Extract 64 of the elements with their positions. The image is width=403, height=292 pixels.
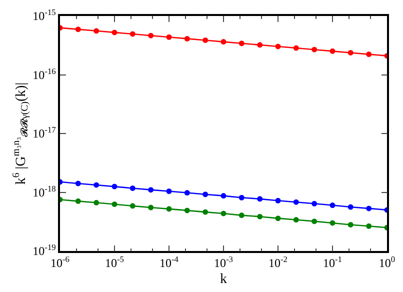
point — [148, 204, 154, 210]
point — [238, 40, 244, 46]
point — [366, 206, 372, 212]
point — [220, 193, 226, 199]
point — [112, 201, 118, 207]
point — [257, 196, 263, 202]
point — [202, 192, 208, 198]
y-tick-label: 10$^{-18}$ — [32, 184, 56, 200]
point — [94, 28, 100, 34]
x-axis-title: k — [220, 272, 227, 287]
point — [220, 210, 226, 216]
point — [94, 200, 100, 206]
point — [312, 200, 318, 206]
point — [275, 216, 281, 222]
point — [94, 182, 100, 188]
line-series — [60, 179, 387, 213]
y-tick-label: 10$^{-17}$ — [32, 126, 56, 141]
x-tick-label: 10$^{-4}$ — [160, 255, 180, 270]
point — [348, 204, 354, 210]
point — [75, 26, 81, 32]
x-tick-label: 10$^{-3}$ — [214, 255, 233, 270]
point — [330, 202, 336, 208]
point — [202, 209, 208, 215]
point — [312, 46, 318, 52]
point — [184, 190, 190, 196]
point — [275, 198, 281, 204]
point — [312, 218, 318, 224]
point — [148, 187, 154, 193]
point — [202, 37, 208, 43]
point — [293, 45, 299, 51]
point — [293, 199, 299, 205]
point — [112, 30, 118, 36]
point — [330, 220, 336, 226]
y-tick-label: 10$^{-15}$ — [32, 8, 56, 24]
point — [220, 39, 226, 45]
point — [238, 194, 244, 200]
point — [275, 44, 281, 50]
x-tick-label: 10$^{-5}$ — [105, 255, 124, 270]
point — [257, 42, 263, 48]
point — [166, 34, 172, 40]
line-series — [60, 196, 387, 230]
y-tick-label: 10$^{-16}$ — [32, 66, 56, 82]
point — [166, 206, 172, 212]
point — [238, 212, 244, 218]
point — [130, 31, 136, 37]
point — [130, 203, 136, 209]
point — [366, 223, 372, 229]
x-tick-label: 10$^{-2}$ — [268, 255, 288, 270]
point — [184, 208, 190, 214]
point — [112, 184, 118, 190]
x-tick-label: 10$^{0}$ — [378, 255, 396, 270]
point — [330, 48, 336, 54]
point — [166, 188, 172, 194]
point — [184, 36, 190, 42]
point — [257, 214, 263, 220]
x-tick-label: 10$^{-1}$ — [323, 255, 342, 270]
point — [130, 185, 136, 191]
point — [148, 32, 154, 38]
point — [366, 52, 372, 58]
point — [348, 222, 354, 228]
point — [75, 180, 81, 186]
point — [293, 217, 299, 223]
point — [75, 198, 81, 204]
point — [348, 50, 354, 56]
